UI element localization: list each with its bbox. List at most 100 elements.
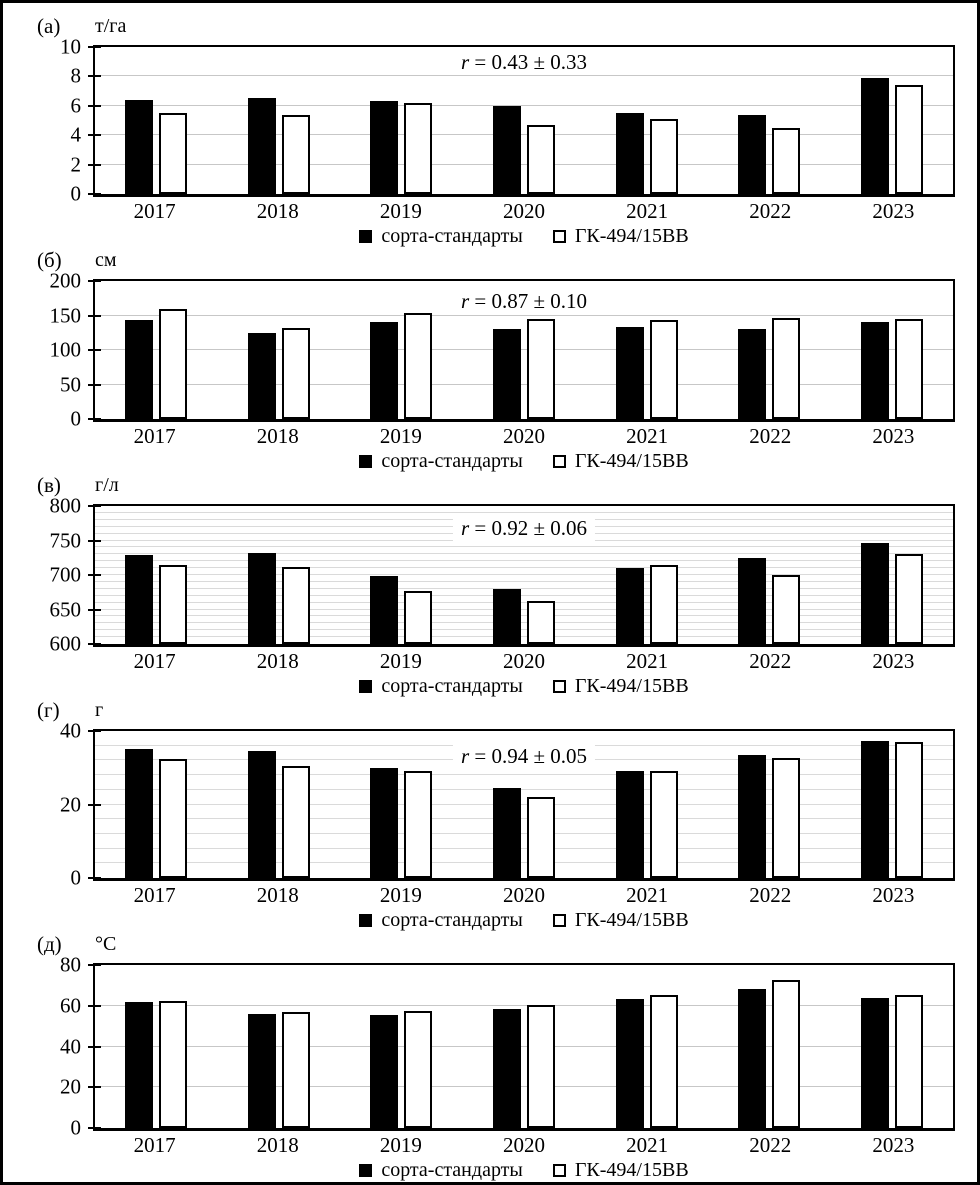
y-axis-tick [88,505,101,507]
gridline [95,636,953,638]
gridline [95,580,953,582]
x-axis-label-2020: 2020 [502,423,545,448]
bar-filled-2023 [860,997,889,1128]
gridline [95,594,953,596]
bar-open-2022 [772,758,801,878]
bar-filled-2017 [125,555,154,644]
chart-row: 0 20 40 r = 0.94 ± 0.05 [60,720,955,888]
x-axis-label-2021: 2021 [626,198,669,223]
y-axis-tick-label: 650 [49,597,82,621]
bar-filled-2021 [615,568,644,644]
x-axis-labels: 2017 2018 2019 2020 2021 2022 2023 [93,197,955,225]
legend-label: сорта-стандарты [381,908,523,931]
bar-filled-2023 [860,322,889,419]
bar-open-2017 [159,758,188,878]
plot-area: 0 2 4 6 8 10 r = 0.43 ± 0.33 [60,36,955,204]
legend-item-standards: сорта-стандарты [359,1159,523,1182]
bar-open-2021 [649,564,678,644]
correlation-annotation: r = 0.92 ± 0.06 [452,516,596,542]
panel-index-label: (д) [37,932,62,956]
gridline [95,546,953,548]
gridline [95,560,953,562]
bar-group-2021 [585,731,708,878]
y-axis-tick [88,643,101,645]
x-axis-label-2023: 2023 [872,882,915,907]
bar-open-2018 [281,567,310,644]
y-axis-tick-label: 80 [60,952,81,977]
gridline [95,1004,953,1006]
bar-groups [95,47,953,194]
bar-group-2017 [95,731,218,878]
legend: сорта-стандарты ГК-494/15ВВ [93,225,955,247]
bar-group-2019 [340,731,463,878]
legend-item-gk-line: ГК-494/15ВВ [552,674,689,698]
bar-group-2017 [95,506,218,644]
y-axis-tick-label: 60 [60,993,81,1018]
gridline [95,774,953,776]
y-axis-tick [88,1086,101,1089]
bar-open-2017 [159,113,188,194]
bar-group-2022 [708,47,831,194]
bar-open-2020 [527,124,556,194]
x-axis-label-2023: 2023 [872,423,915,448]
bar-filled-2019 [370,321,399,419]
x-axis-label-2023: 2023 [872,198,915,223]
x-axis-label-2018: 2018 [256,198,299,223]
bar-open-2018 [281,114,310,194]
bar-open-2023 [894,85,923,194]
y-axis-tick-label: 600 [49,631,82,656]
legend: сорта-стандарты ГК-494/15ВВ [93,909,955,931]
legend-label: ГК-494/15ВВ [574,674,689,697]
x-axis-label-2021: 2021 [626,882,669,907]
panel-header: (в) г/л [3,472,977,504]
gridline [95,622,953,624]
bar-open-2020 [527,797,556,878]
bar-open-2020 [527,601,556,644]
y-axis-tick-label: 20 [60,1074,81,1099]
bar-group-2023 [830,731,953,878]
filled-square-icon [359,913,373,927]
bar-filled-2020 [493,588,522,644]
y-axis-tick-label: 0 [70,406,82,431]
bar-open-2022 [772,575,801,644]
panel-header: (г) г [3,697,977,729]
legend: сорта-стандарты ГК-494/15ВВ [93,450,955,472]
chart-row: 600 650 700 750 800 r = 0.92 ± 0.06 [50,495,955,654]
gridline [95,862,953,864]
y-axis-tick [88,1127,101,1129]
bar-open-2017 [159,309,188,419]
bar-group-2018 [218,731,341,878]
y-axis-tick-label: 800 [49,493,82,518]
gridline [95,1086,953,1088]
legend-item-standards: сорта-стандарты [359,909,523,932]
panel-index-label: (б) [37,248,62,272]
panel-header: (а) т/га [3,13,977,45]
bar-group-2018 [218,281,341,419]
y-axis-tick [88,163,101,166]
x-axis-label-2017: 2017 [133,648,176,673]
x-axis-label-2021: 2021 [626,1132,669,1157]
filled-square-icon [359,229,373,243]
gridline [95,134,953,136]
gridline [95,314,953,316]
correlation-annotation: r = 0.43 ± 0.33 [452,50,596,76]
y-axis-tick-label: 2 [70,152,82,177]
gridline [95,383,953,385]
bar-filled-2017 [125,748,154,878]
bar-group-2019 [340,965,463,1128]
bar-open-2019 [404,102,433,194]
bar-group-2021 [585,965,708,1128]
bar-open-2018 [281,1011,310,1128]
bar-group-2022 [708,506,831,644]
y-axis-tick-label: 150 [49,303,82,327]
bar-filled-2018 [247,333,276,419]
y-axis-unit-label: т/га [95,15,127,37]
gridline [95,615,953,617]
plot-area: 600 650 700 750 800 r = 0.92 ± 0.06 [50,495,955,654]
bar-groups [95,506,953,644]
bar-group-2017 [95,47,218,194]
bar-filled-2023 [860,740,889,878]
bar-filled-2019 [370,576,399,644]
bar-group-2017 [95,965,218,1128]
legend-item-gk-line: ГК-494/15ВВ [552,450,689,473]
